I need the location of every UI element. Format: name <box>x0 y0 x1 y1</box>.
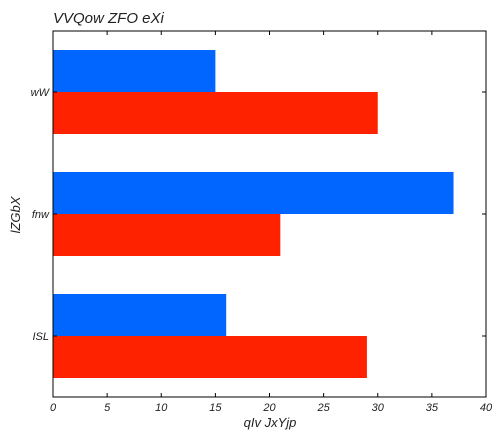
y-tick-label: ISL <box>32 331 49 343</box>
bar-wW-series-2 <box>53 50 216 92</box>
bar-ISL-series-2 <box>53 294 227 336</box>
y-tick-label: wW <box>31 87 51 99</box>
plot-area: ISL fnw wW 0 5 10 15 20 25 30 35 40 <box>31 30 493 414</box>
x-tick-label: 30 <box>372 402 385 414</box>
y-tick-label: fnw <box>32 209 50 221</box>
bar-fnw-series-1 <box>53 214 281 256</box>
x-axis-label: qIv JxYjp <box>244 415 297 430</box>
x-tick-label: 10 <box>155 402 168 414</box>
x-tick-label: 35 <box>426 402 439 414</box>
plot-frame <box>52 30 487 398</box>
bar-ISL-series-1 <box>53 336 367 378</box>
y-axis-label: lZGbX <box>8 195 23 233</box>
x-tick-label: 20 <box>262 402 276 414</box>
x-tick-label: 15 <box>209 402 222 414</box>
x-tick-label: 25 <box>317 402 331 414</box>
x-tick-label: 0 <box>50 402 57 414</box>
x-tick-label: 40 <box>480 402 493 414</box>
chart-title: VVQow ZFO eXi <box>53 10 165 27</box>
x-tick-label: 5 <box>104 402 111 414</box>
bar-wW-series-1 <box>53 92 378 134</box>
bar-fnw-series-2 <box>53 172 454 214</box>
